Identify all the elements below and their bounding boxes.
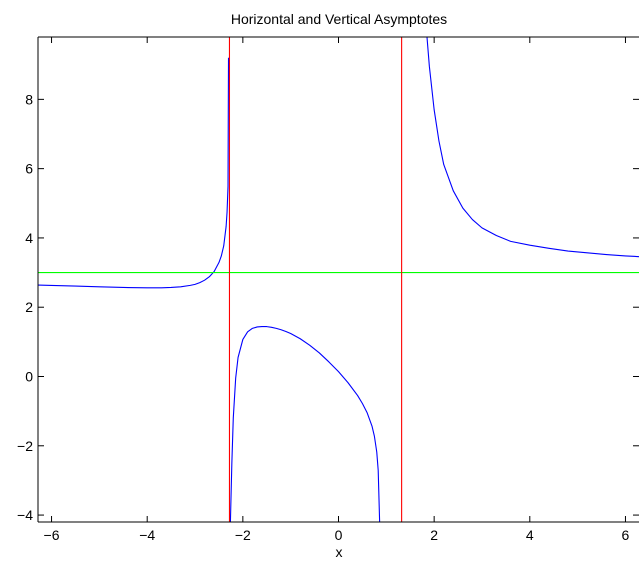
series-layer (38, 37, 639, 522)
y-tick-label: 6 (25, 161, 33, 177)
chart-title: Horizontal and Vertical Asymptotes (231, 11, 447, 27)
axes-layer: −6 −4 −2 0 2 4 6 −4 −2 0 2 4 6 8 (17, 36, 639, 543)
x-tick-label: 4 (526, 527, 534, 543)
series-0-segment-1 (229, 326, 381, 522)
x-tick-label: 0 (335, 527, 343, 543)
x-tick-label: −6 (44, 527, 60, 543)
x-axis-label: x (336, 544, 343, 560)
y-tick-label: 0 (25, 369, 33, 385)
x-tick-label: −2 (235, 527, 251, 543)
x-tick-label: −4 (139, 527, 155, 543)
y-tick-label: 8 (25, 91, 33, 107)
x-tick-label: 6 (622, 527, 630, 543)
y-tick-label: 2 (25, 299, 33, 315)
x-tick-label: 2 (430, 527, 438, 543)
series-0-segment-0 (38, 57, 230, 289)
series-0-segment-2 (426, 37, 639, 258)
y-tick-label: 4 (25, 230, 33, 246)
y-tick-label: −4 (17, 507, 33, 523)
y-tick-label: −2 (17, 438, 33, 454)
plot-background (38, 37, 639, 522)
